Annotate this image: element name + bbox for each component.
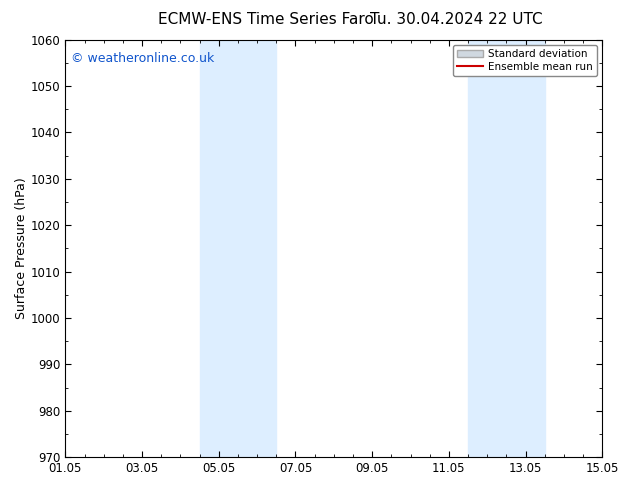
Bar — [468, 40, 545, 457]
Legend: Standard deviation, Ensemble mean run: Standard deviation, Ensemble mean run — [453, 45, 597, 76]
Bar — [200, 40, 276, 457]
Text: ECMW-ENS Time Series Faro: ECMW-ENS Time Series Faro — [158, 12, 374, 27]
Text: © weatheronline.co.uk: © weatheronline.co.uk — [71, 52, 214, 65]
Text: Tu. 30.04.2024 22 UTC: Tu. 30.04.2024 22 UTC — [370, 12, 543, 27]
Y-axis label: Surface Pressure (hPa): Surface Pressure (hPa) — [15, 177, 28, 319]
